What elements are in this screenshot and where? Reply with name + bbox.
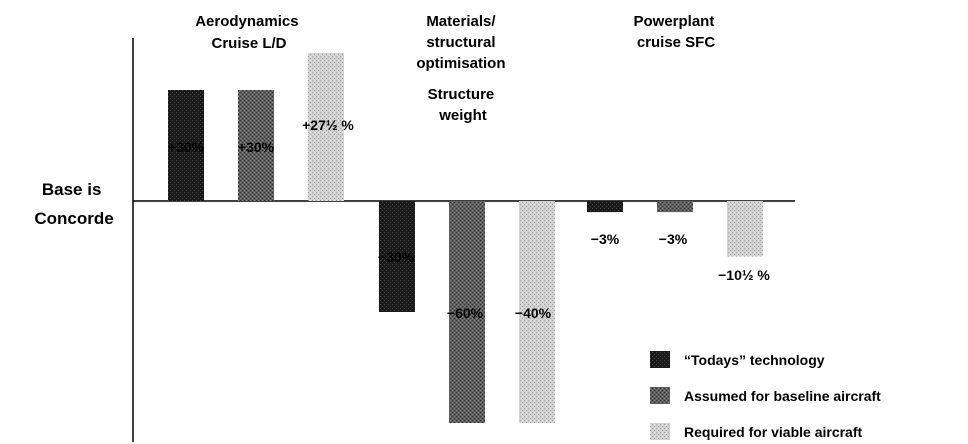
value-label-assumed-structure: −60% xyxy=(447,305,484,321)
bar-assumed-structure xyxy=(449,201,485,423)
value-label-required-powerplant: −10½ % xyxy=(718,267,770,283)
group-title-powerplant-line-2: cruise SFC xyxy=(637,34,716,51)
value-label-required-aerodynamics: +27½ % xyxy=(302,117,354,133)
legend-swatch-todays xyxy=(650,351,670,368)
group-title-materials-line-2: structural xyxy=(426,34,495,51)
group-title-materials-line-4: Structure xyxy=(428,86,495,103)
legend-swatch-required xyxy=(650,423,670,440)
baseline-label: Base is Concorde xyxy=(34,180,113,228)
legend-label-required: Required for viable aircraft xyxy=(684,424,863,440)
group-title-aerodynamics-line-1: Aerodynamics xyxy=(195,13,298,30)
value-label-required-structure: −40% xyxy=(515,305,552,321)
group-title-aerodynamics: Aerodynamics Cruise L/D xyxy=(195,13,303,52)
bar-todays-structure xyxy=(379,201,415,312)
bar-required-powerplant xyxy=(727,201,763,257)
group-title-materials-line-5: weight xyxy=(438,107,487,124)
group-title-materials: Materials/ structural optimisation Struc… xyxy=(416,13,509,124)
value-label-todays-aerodynamics: +30% xyxy=(168,139,205,155)
value-label-assumed-powerplant: −3% xyxy=(659,231,688,247)
bar-todays-aerodynamics xyxy=(168,90,204,201)
baseline-label-line-1: Base is xyxy=(42,180,102,199)
value-label-assumed-aerodynamics: +30% xyxy=(238,139,275,155)
group-title-powerplant-line-1: Powerplant xyxy=(633,13,714,30)
value-label-todays-powerplant: −3% xyxy=(591,231,620,247)
bar-required-structure xyxy=(519,201,555,423)
legend-swatch-assumed xyxy=(650,387,670,404)
bar-todays-powerplant xyxy=(587,201,623,213)
group-title-materials-line-3: optimisation xyxy=(416,55,505,72)
bar-required-aerodynamics xyxy=(308,53,344,201)
legend: “Todays” technology Assumed for baseline… xyxy=(650,351,881,440)
bar-assumed-powerplant xyxy=(657,201,693,213)
legend-label-todays: “Todays” technology xyxy=(684,352,825,368)
legend-label-assumed: Assumed for baseline aircraft xyxy=(684,388,881,404)
group-title-aerodynamics-line-2: Cruise L/D xyxy=(211,35,286,52)
bar-assumed-aerodynamics xyxy=(238,90,274,201)
group-title-powerplant: Powerplant cruise SFC xyxy=(633,13,718,51)
group-title-materials-line-1: Materials/ xyxy=(426,13,496,30)
baseline-label-line-2: Concorde xyxy=(34,209,113,228)
value-label-todays-structure: −30% xyxy=(378,249,415,265)
